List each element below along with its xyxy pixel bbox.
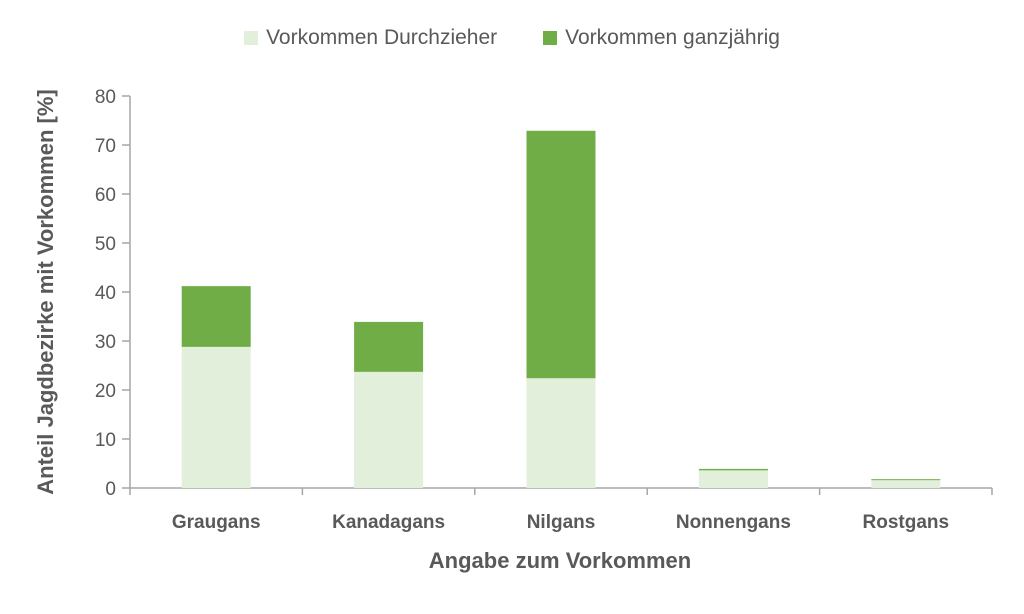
bar-segment-kanadagans-0 bbox=[354, 371, 424, 488]
x-axis-title: Angabe zum Vorkommen bbox=[428, 548, 692, 573]
x-tick-label: Nilgans bbox=[527, 512, 596, 533]
x-tick-label: Nonnengans bbox=[676, 512, 791, 533]
y-tick-label: 20 bbox=[95, 381, 116, 402]
y-tick-label: 40 bbox=[95, 283, 116, 304]
legend-item-ganzjaehrig: Vorkommen ganzjährig bbox=[543, 26, 780, 50]
y-tick-label: 30 bbox=[95, 332, 116, 353]
bar-segment-nilgans-1 bbox=[526, 130, 596, 379]
x-tick-label: Rostgans bbox=[863, 512, 950, 533]
x-tick-label: Kanadagans bbox=[332, 512, 445, 533]
legend-swatch-ganzjaehrig bbox=[543, 31, 558, 45]
legend-label-durchzieher: Vorkommen Durchzieher bbox=[266, 26, 498, 49]
y-tick-label: 80 bbox=[95, 87, 116, 108]
chart-legend: Vorkommen Durchzieher Vorkommen ganzjähr… bbox=[0, 26, 1024, 50]
bar-segment-graugans-1 bbox=[181, 286, 251, 347]
y-tick-label: 0 bbox=[105, 479, 116, 500]
y-tick-label: 10 bbox=[95, 430, 116, 451]
x-tick-label: Graugans bbox=[172, 512, 261, 533]
bar-segment-nonnengans-1 bbox=[698, 468, 768, 471]
y-tick-label: 60 bbox=[95, 185, 116, 206]
bar-segment-rostgans-0 bbox=[871, 480, 941, 488]
legend-swatch-durchzieher bbox=[244, 31, 259, 45]
y-tick-label: 50 bbox=[95, 234, 116, 255]
bar-segment-nilgans-0 bbox=[526, 378, 596, 488]
y-axis-title: Anteil Jagdbezirke mit Vorkommen [%] bbox=[33, 89, 58, 495]
bar-segment-kanadagans-1 bbox=[354, 321, 424, 372]
legend-label-ganzjaehrig: Vorkommen ganzjährig bbox=[565, 26, 780, 49]
bar-segment-graugans-0 bbox=[181, 346, 251, 488]
bar-segment-rostgans-1 bbox=[871, 479, 941, 481]
bar-segment-nonnengans-0 bbox=[698, 470, 768, 488]
legend-item-durchzieher: Vorkommen Durchzieher bbox=[244, 26, 497, 50]
y-tick-label: 70 bbox=[95, 136, 116, 157]
